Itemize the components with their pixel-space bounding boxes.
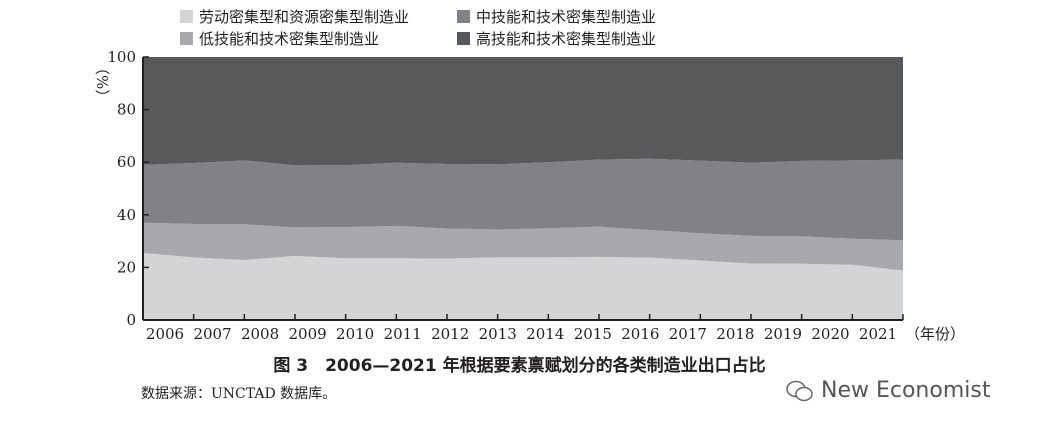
legend-swatch — [457, 10, 470, 23]
area-series-2 — [143, 158, 903, 241]
x-tick-label: 2021 — [859, 325, 897, 343]
x-tick-label: 2017 — [669, 325, 707, 343]
x-tick-label: 2020 — [811, 325, 849, 343]
wechat-icon — [786, 380, 813, 401]
data-source: 数据来源：UNCTAD 数据库。 — [141, 386, 337, 402]
y-tick-label: 40 — [117, 206, 136, 224]
area-series-0 — [143, 252, 903, 320]
area-series-3 — [143, 57, 903, 166]
figure-caption: 图 3 2006—2021 年根据要素禀赋划分的各类制造业出口占比 — [273, 356, 766, 376]
watermark: New Economist — [785, 378, 990, 403]
legend-item-labor: 劳动密集型和资源密集型制造业 — [180, 6, 409, 27]
x-tick-label: 2014 — [526, 325, 564, 343]
x-tick-label: 2019 — [764, 325, 802, 343]
x-tick-label: 2015 — [574, 325, 612, 343]
legend-swatch — [180, 32, 193, 45]
legend-swatch — [457, 32, 470, 45]
x-tick-label: 2018 — [716, 325, 754, 343]
legend-label: 高技能和技术密集型制造业 — [476, 30, 657, 48]
x-tick-label: 2010 — [336, 325, 374, 343]
x-tick-label: 2011 — [384, 325, 422, 343]
y-tick-label: 80 — [117, 101, 136, 119]
x-tick-label: 2016 — [621, 325, 659, 343]
x-tick-label: 2008 — [241, 325, 279, 343]
legend-label: 劳动密集型和资源密集型制造业 — [199, 8, 410, 26]
y-axis-label: （%） — [93, 60, 111, 104]
y-tick-label: 0 — [126, 311, 136, 329]
y-tick-label: 60 — [117, 153, 136, 171]
x-tick-label: 2009 — [289, 325, 327, 343]
legend-item-mid: 中技能和技术密集型制造业 — [457, 6, 656, 27]
legend-swatch — [180, 10, 193, 23]
area-series-1 — [143, 222, 903, 271]
legend-item-low: 低技能和技术密集型制造业 — [180, 28, 379, 49]
x-tick-label: 2006 — [146, 325, 184, 343]
x-tick-label: 2007 — [193, 325, 231, 343]
y-tick-label: 20 — [117, 258, 136, 276]
stacked-area-chart: 0 20 40 60 80 100 2006 2007 2008 2009 2010 2011 2012… — [93, 48, 965, 343]
y-tick-label: 100 — [107, 48, 136, 66]
watermark-text: New Economist — [821, 378, 991, 403]
legend-item-high: 高技能和技术密集型制造业 — [457, 28, 656, 49]
x-tick-label: 2013 — [479, 325, 517, 343]
x-tick-label: 2012 — [431, 325, 469, 343]
x-axis-label: （年份） — [905, 325, 965, 343]
legend-label: 低技能和技术密集型制造业 — [199, 30, 380, 48]
legend-label: 中技能和技术密集型制造业 — [476, 8, 657, 26]
